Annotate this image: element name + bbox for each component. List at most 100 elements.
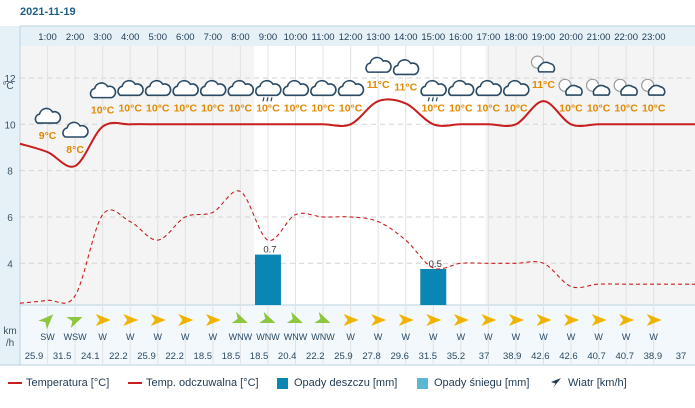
- weather-chart: °C 4 6 8 10 12 1:00 2:00 3:00 4:00 5:00 6:00 7:00 8:0…: [0, 25, 695, 366]
- feels-like-line-swatch: [128, 382, 142, 384]
- wind-speed-13: 29.6: [390, 351, 409, 362]
- wind-speed-1: 31.5: [53, 351, 72, 362]
- hour-label-9: 10:00: [284, 32, 308, 43]
- hour-label-4: 5:00: [149, 32, 168, 43]
- temp-label-4: 10°C: [146, 102, 170, 114]
- wind-arrow-12: [371, 314, 387, 326]
- hour-label-19: 20:00: [559, 32, 583, 43]
- cloud-icon: [337, 79, 365, 97]
- cloud-icon: [365, 56, 392, 73]
- wind-speed-5: 22.2: [165, 351, 184, 362]
- cloud-night-icon: [585, 78, 611, 96]
- wind-dir-3: W: [126, 332, 135, 342]
- y-tick-6: 6: [7, 213, 13, 224]
- temp-label-20: 10°C: [587, 102, 611, 114]
- temp-label-19: 10°C: [559, 102, 583, 114]
- temp-label-3: 10°C: [118, 102, 142, 114]
- wind-dir-12: W: [374, 332, 383, 342]
- legend-item-rain: Opady deszczu [mm]: [277, 377, 397, 389]
- temp-label-12: 11°C: [367, 79, 390, 91]
- wind-speed-19: 42.6: [559, 351, 578, 362]
- temp-label-17: 10°C: [504, 102, 528, 114]
- cloud-icon: [89, 82, 117, 99]
- hour-label-18: 19:00: [532, 32, 556, 43]
- wind-speed-20: 40.7: [587, 351, 606, 362]
- temp-label-7: 10°C: [229, 102, 253, 114]
- cloud-icon: [34, 107, 62, 124]
- wind-speed-6: 18.5: [194, 351, 213, 362]
- cloud-rain-icon: [420, 79, 447, 102]
- legend-item-snow: Opady śniegu [mm]: [417, 377, 529, 389]
- wind-speed-18: 42.6: [531, 351, 550, 362]
- cloud-night-icon: [530, 55, 556, 73]
- wind-dir-1: WSW: [64, 332, 87, 342]
- wind-arrow-18: [536, 314, 552, 326]
- wind-unit-line2: /h: [6, 338, 14, 349]
- hour-label-14: 15:00: [421, 32, 445, 43]
- cloud-icon: [310, 79, 337, 97]
- feels-like-line: [19, 190, 695, 304]
- y-tick-4: 4: [7, 259, 13, 270]
- cloud-night-icon: [613, 78, 638, 96]
- wind-speed-16: 37: [479, 351, 490, 362]
- hour-label-5: 6:00: [176, 32, 195, 43]
- hour-label-0: 1:00: [38, 32, 57, 43]
- wind-arrow-icon: [551, 378, 561, 388]
- wind-speed-2: 24.1: [81, 351, 100, 362]
- wind-dir-4: W: [154, 332, 163, 342]
- wind-dir-6: W: [209, 332, 218, 342]
- wind-speed-11: 25.9: [334, 351, 353, 362]
- wind-dir-5: W: [181, 332, 190, 342]
- temp-label-15: 10°C: [449, 102, 473, 114]
- wind-dir-10: WNW: [311, 332, 335, 342]
- wind-dir-21: W: [622, 332, 631, 342]
- wind-dir-7: WNW: [229, 332, 253, 342]
- legend-label-temperature: Temperatura [°C]: [26, 377, 110, 389]
- wind-dir-20: W: [594, 332, 603, 342]
- wind-arrow-10: [314, 311, 331, 323]
- wind-speed-17: 38.9: [503, 351, 522, 362]
- wind-dir-16: W: [484, 332, 493, 342]
- y-tick-12: 12: [4, 74, 16, 85]
- wind-dir-19: W: [567, 332, 576, 342]
- wind-arrow-4: [150, 314, 166, 326]
- wind-speed-0: 25.9: [25, 351, 44, 362]
- wind-speed-21: 40.7: [615, 351, 634, 362]
- wind-arrow-5: [178, 314, 194, 326]
- legend: Temperatura [°C] Temp. odczuwalna [°C] O…: [0, 372, 695, 394]
- y-tick-10: 10: [4, 120, 16, 131]
- hour-label-22: 23:00: [642, 32, 666, 43]
- temp-label-8: 10°C: [256, 102, 280, 114]
- cloud-icon: [475, 79, 503, 97]
- temp-label-22: 10°C: [642, 102, 666, 114]
- wind-speed-14: 31.5: [419, 351, 438, 362]
- cloud-night-icon: [558, 78, 583, 96]
- wind-arrow-8: [259, 311, 276, 323]
- wind-dir-11: W: [346, 332, 355, 342]
- temp-label-9: 10°C: [284, 102, 308, 114]
- wind-speed-8: 18.5: [250, 351, 269, 362]
- wind-arrow-9: [286, 311, 303, 323]
- left-axis-panel: [0, 26, 20, 365]
- wind-unit-line1: km: [3, 326, 16, 337]
- hour-label-12: 13:00: [366, 32, 390, 43]
- rain-value-label-0: 0.7: [263, 245, 276, 256]
- wind-dir-22: W: [649, 332, 658, 342]
- wind-arrow-13: [398, 314, 414, 326]
- temperature-line: [19, 98, 695, 168]
- wind-dir-0: SW: [40, 332, 55, 342]
- wind-arrow-7: [231, 311, 248, 323]
- hour-label-3: 4:00: [121, 32, 140, 43]
- rain-box-swatch: [277, 377, 288, 389]
- hour-label-6: 7:00: [204, 32, 223, 43]
- temp-label-11: 10°C: [339, 102, 363, 114]
- cloud-icon: [503, 79, 530, 97]
- hour-label-13: 14:00: [394, 32, 418, 43]
- snow-box-swatch: [417, 377, 428, 389]
- cloud-icon: [199, 79, 227, 97]
- legend-label-snow: Opady śniegu [mm]: [434, 377, 530, 389]
- wind-arrow-11: [343, 314, 359, 326]
- wind-speed-9: 20.4: [278, 351, 297, 362]
- wind-dir-8: WNW: [256, 332, 280, 342]
- wind-arrow-20: [591, 314, 607, 326]
